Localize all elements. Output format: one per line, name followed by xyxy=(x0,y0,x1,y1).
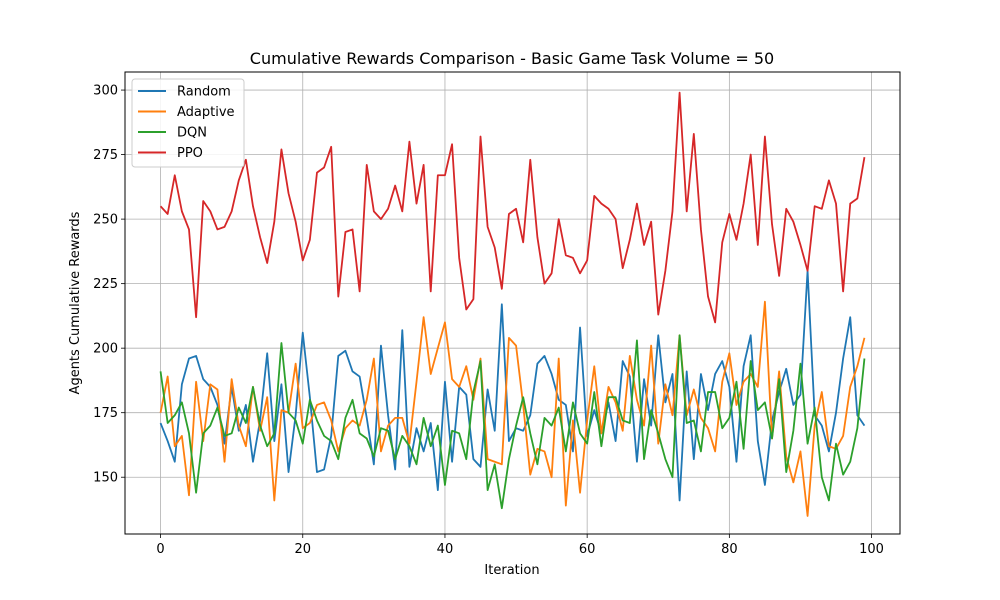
y-axis-label: Agents Cumulative Rewards xyxy=(68,211,83,394)
series-line-ppo xyxy=(159,91,866,324)
y-tick-label: 300 xyxy=(93,84,118,99)
plot-frame xyxy=(124,71,901,535)
x-tick-label: 100 xyxy=(859,542,884,557)
y-tick-label: 225 xyxy=(93,277,118,292)
x-tick-label: 60 xyxy=(579,542,596,557)
grid-lines xyxy=(125,72,900,534)
chart-title: Cumulative Rewards Comparison - Basic Ga… xyxy=(250,49,774,68)
legend-label-dqn: DQN xyxy=(177,126,207,141)
y-axis-ticks: 150 175 200 225 250 275 300 xyxy=(93,84,125,486)
y-tick-label: 150 xyxy=(93,471,118,486)
series-line-random xyxy=(159,269,866,502)
legend-label-adaptive: Adaptive xyxy=(177,105,235,120)
series-line-dqn xyxy=(159,334,866,510)
x-axis-label: Iteration xyxy=(484,563,539,578)
legend-label-random: Random xyxy=(177,85,231,100)
y-tick-label: 250 xyxy=(93,213,118,228)
x-tick-label: 80 xyxy=(721,542,738,557)
series-line-adaptive xyxy=(159,300,866,517)
legend-label-ppo: PPO xyxy=(177,146,203,161)
x-tick-label: 20 xyxy=(294,542,311,557)
x-tick-label: 40 xyxy=(437,542,454,557)
y-tick-label: 275 xyxy=(93,148,118,163)
y-tick-label: 200 xyxy=(93,342,118,357)
y-tick-label: 175 xyxy=(93,406,118,421)
x-tick-label: 0 xyxy=(156,542,164,557)
x-axis-ticks: 0 20 40 60 80 100 xyxy=(156,534,884,557)
legend: Random Adaptive DQN PPO xyxy=(131,78,245,168)
legend-box xyxy=(131,78,245,168)
plot-series xyxy=(159,91,866,517)
